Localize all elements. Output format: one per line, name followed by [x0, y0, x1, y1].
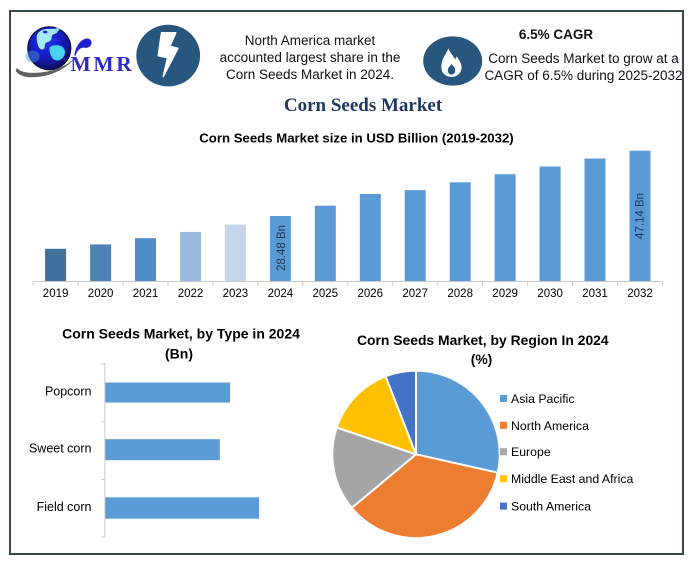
svg-text:Middle East and Africa: Middle East and Africa — [511, 472, 634, 486]
svg-text:2022: 2022 — [178, 288, 204, 300]
svg-text:2021: 2021 — [133, 288, 159, 300]
svg-text:2026: 2026 — [358, 288, 384, 300]
svg-text:2024: 2024 — [268, 288, 294, 300]
svg-text:Sweet corn: Sweet corn — [29, 442, 92, 456]
svg-text:(%): (%) — [471, 351, 493, 367]
svg-text:2023: 2023 — [223, 288, 249, 300]
svg-text:North America: North America — [511, 419, 589, 433]
svg-text:MMR: MMR — [71, 52, 135, 76]
svg-text:28.48 Bn: 28.48 Bn — [276, 225, 288, 271]
svg-text:47.14 Bn: 47.14 Bn — [634, 193, 646, 239]
svg-text:2032: 2032 — [627, 288, 653, 300]
svg-text:2027: 2027 — [402, 288, 428, 300]
svg-text:South America: South America — [511, 500, 591, 514]
svg-text:2031: 2031 — [582, 288, 608, 300]
svg-text:Europe: Europe — [511, 445, 551, 459]
svg-text:Field corn: Field corn — [37, 500, 92, 514]
svg-text:2030: 2030 — [537, 288, 563, 300]
svg-text:2019: 2019 — [43, 288, 69, 300]
svg-text:Corn Seeds Market, by Type in: Corn Seeds Market, by Type in 2024 — [62, 326, 300, 342]
svg-text:Popcorn: Popcorn — [45, 385, 92, 399]
svg-text:Corn Seeds Market size in USD: Corn Seeds Market size in USD Billion (2… — [199, 131, 513, 146]
svg-text:Corn Seeds Market, by Region I: Corn Seeds Market, by Region In 2024 — [357, 332, 609, 348]
svg-text:Asia Pacific: Asia Pacific — [511, 392, 575, 406]
svg-text:2028: 2028 — [447, 288, 473, 300]
svg-text:2029: 2029 — [492, 288, 518, 300]
svg-text:2025: 2025 — [313, 288, 339, 300]
svg-text:(Bn): (Bn) — [165, 346, 193, 362]
svg-text:2020: 2020 — [88, 288, 114, 300]
